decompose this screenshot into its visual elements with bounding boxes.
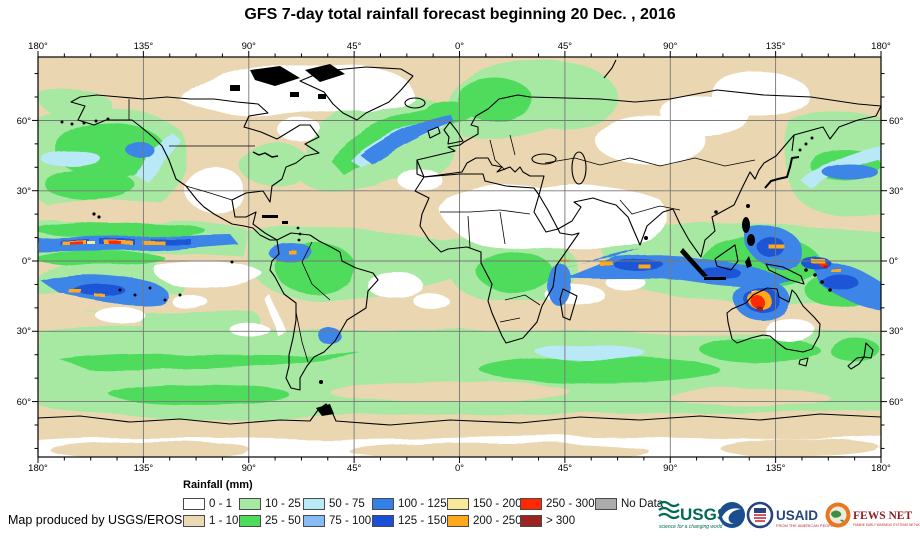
legend-item: 250 - 300: [520, 497, 595, 511]
legend-item: 50 - 75: [303, 497, 365, 511]
legend-swatch: [520, 498, 542, 510]
legend-item: 0 - 1: [183, 497, 232, 511]
lon-label: 180°: [28, 41, 48, 52]
lon-label: 180°: [871, 463, 891, 474]
fewsnet-globe-land-icon: [831, 510, 844, 522]
lon-label: 90°: [242, 463, 257, 474]
lon-label: 90°: [242, 41, 257, 52]
lat-label: 30°: [17, 186, 32, 197]
usgs-logo: USGS science for a changing world: [658, 500, 728, 530]
lon-label: 45°: [347, 41, 362, 52]
axis-ticks: [32, 51, 887, 463]
lon-label: 180°: [871, 41, 891, 52]
legend-swatch: [239, 515, 261, 527]
usgs-wordmark: USGS: [680, 505, 728, 524]
legend-item: 125 - 150: [372, 514, 447, 528]
lon-label: 135°: [766, 41, 786, 52]
lat-label: 30°: [17, 326, 32, 337]
legend-swatch: [595, 498, 617, 510]
legend-item: 200 - 250: [447, 514, 522, 528]
map-canvas: [38, 57, 881, 457]
legend-item: 1 - 10: [183, 514, 238, 528]
fewsnet-wordmark: FEWS NET: [853, 510, 912, 522]
noaa-gull-icon: [722, 508, 741, 524]
usaid-shield-stripes-icon: [754, 514, 766, 522]
country-borders: [128, 99, 756, 363]
lon-label: 0°: [455, 41, 464, 52]
lat-label: 60°: [17, 397, 32, 408]
rainfall-world-map: 180° 135° 90° 45° 0° 45° 90° 135° 180° 1…: [17, 41, 904, 474]
fewsnet-logo: FEWS NET FAMINE EARLY WARNING SYSTEMS NE…: [825, 502, 920, 528]
lon-label: 45°: [558, 463, 573, 474]
usaid-logo: USAID FROM THE AMERICAN PEOPLE: [746, 501, 836, 529]
lat-label: 0°: [889, 256, 898, 267]
legend-swatch: [303, 498, 325, 510]
legend-item: No Data: [595, 497, 663, 511]
legend-swatch: [303, 515, 325, 527]
lat-label: 0°: [22, 256, 31, 267]
lat-label: 60°: [17, 116, 32, 127]
legend-item: 150 - 200: [447, 497, 522, 511]
noaa-logo: [719, 502, 745, 528]
legend-swatch: [520, 515, 542, 527]
legend-item: 25 - 50: [239, 514, 301, 528]
legend-swatch: [183, 498, 205, 510]
lat-label: 60°: [889, 116, 904, 127]
lon-label: 90°: [663, 41, 678, 52]
map-credit: Map produced by USGS/EROS: [8, 513, 183, 527]
usaid-wordmark: USAID: [776, 508, 818, 523]
legend-swatch: [447, 515, 469, 527]
lon-label: 135°: [134, 41, 154, 52]
legend-item: 75 - 100: [303, 514, 371, 528]
islands: [60, 64, 832, 416]
axis-labels: 180° 135° 90° 45° 0° 45° 90° 135° 180° 1…: [17, 41, 904, 474]
lon-label: 45°: [347, 463, 362, 474]
usgs-tagline: science for a changing world: [659, 524, 723, 530]
coastlines: [38, 59, 881, 426]
legend-item: > 300: [520, 514, 575, 528]
legend-item: 100 - 125: [372, 497, 447, 511]
lon-label: 90°: [663, 463, 678, 474]
lon-label: 180°: [28, 463, 48, 474]
lat-label: 60°: [889, 397, 904, 408]
legend-swatch: [239, 498, 261, 510]
lon-label: 135°: [134, 463, 154, 474]
lon-label: 0°: [455, 463, 464, 474]
usgs-waves-icon: [658, 500, 680, 520]
lon-label: 45°: [558, 41, 573, 52]
usaid-shield-chief-icon: [754, 508, 766, 513]
fewsnet-tagline: FAMINE EARLY WARNING SYSTEMS NETWORK: [853, 523, 920, 527]
legend-swatch: [372, 498, 394, 510]
legend-title: Rainfall (mm): [183, 479, 253, 491]
lon-label: 135°: [766, 463, 786, 474]
page-title: GFS 7-day total rainfall forecast beginn…: [244, 6, 676, 23]
noaa-circle-icon: [719, 502, 745, 528]
legend-swatch: [183, 515, 205, 527]
lat-label: 30°: [889, 186, 904, 197]
lat-label: 30°: [889, 326, 904, 337]
agency-logos: USGS science for a changing world USAID …: [658, 500, 920, 530]
legend-swatch: [372, 515, 394, 527]
legend-item: 10 - 25: [239, 497, 301, 511]
usaid-tagline: FROM THE AMERICAN PEOPLE: [776, 523, 836, 528]
legend-swatch: [447, 498, 469, 510]
